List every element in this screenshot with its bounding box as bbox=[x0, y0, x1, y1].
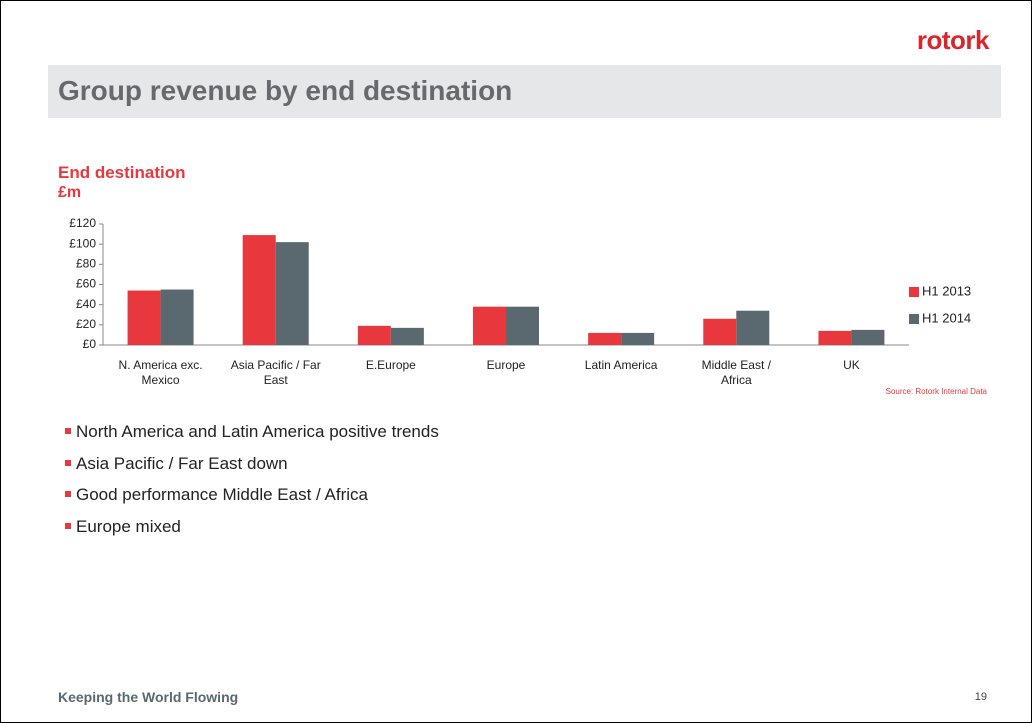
chart: £0 £20 £40 £60 £80 £100 £120 H1 2013 H1 2014 bbox=[69, 216, 971, 351]
x-tick-label: Latin America bbox=[584, 358, 658, 372]
y-tick-label: £20 bbox=[76, 317, 96, 331]
bar bbox=[818, 330, 852, 345]
bar bbox=[357, 325, 391, 345]
legend-label: H1 2013 bbox=[922, 283, 971, 298]
y-tick-label: £0 bbox=[83, 337, 97, 351]
bar bbox=[736, 310, 770, 345]
x-tick-label: N. America exc. Mexico bbox=[118, 358, 203, 387]
y-tick-label: £100 bbox=[69, 236, 96, 250]
bar bbox=[127, 290, 161, 345]
x-tick-label: UK bbox=[843, 358, 860, 372]
y-tick-label: £40 bbox=[76, 297, 96, 311]
bar bbox=[160, 289, 194, 345]
y-tick-label: £60 bbox=[76, 277, 96, 291]
bar bbox=[506, 306, 539, 345]
bar bbox=[242, 235, 276, 345]
bar bbox=[275, 242, 309, 345]
bullet-text: Europe mixed bbox=[76, 516, 181, 536]
chart-title: End destination bbox=[58, 163, 186, 182]
bullet-text: Asia Pacific / Far East down bbox=[76, 453, 288, 473]
bullet-text: North America and Latin America positive… bbox=[76, 422, 439, 441]
x-tick-label: Middle East / Africa bbox=[701, 358, 771, 387]
bar bbox=[703, 318, 737, 345]
x-tick-label: Europe bbox=[486, 358, 526, 372]
bar bbox=[621, 332, 655, 345]
bullet-text: Good performance Middle East / Africa bbox=[76, 485, 368, 504]
bullet: Europe mixed bbox=[65, 517, 181, 537]
slide-title: Group revenue by end destination bbox=[58, 75, 513, 106]
legend-swatch bbox=[909, 314, 919, 324]
x-tick-label: E.Europe bbox=[365, 358, 416, 372]
bar bbox=[588, 332, 622, 345]
title-bar bbox=[48, 65, 1001, 118]
bullet: Good performance Middle East / Africa bbox=[65, 485, 368, 505]
logo: rotork bbox=[916, 25, 990, 55]
bar bbox=[473, 306, 506, 345]
bullet: North America and Latin America positive… bbox=[65, 422, 439, 442]
footer: Keeping the World Flowing bbox=[58, 689, 239, 705]
y-tick-label: £80 bbox=[76, 257, 96, 271]
bullet: Asia Pacific / Far East down bbox=[65, 454, 288, 474]
source: Source: Rotork Internal Data bbox=[885, 387, 987, 396]
y-tick-label: £120 bbox=[69, 216, 96, 230]
legend-label: H1 2014 bbox=[922, 310, 971, 325]
legend-swatch bbox=[909, 287, 919, 297]
x-tick-label: Asia Pacific / Far East bbox=[230, 358, 321, 387]
bar bbox=[390, 327, 424, 345]
page-number: 19 bbox=[974, 691, 987, 703]
y-axis-label: £m bbox=[58, 184, 82, 201]
bar bbox=[851, 329, 885, 345]
